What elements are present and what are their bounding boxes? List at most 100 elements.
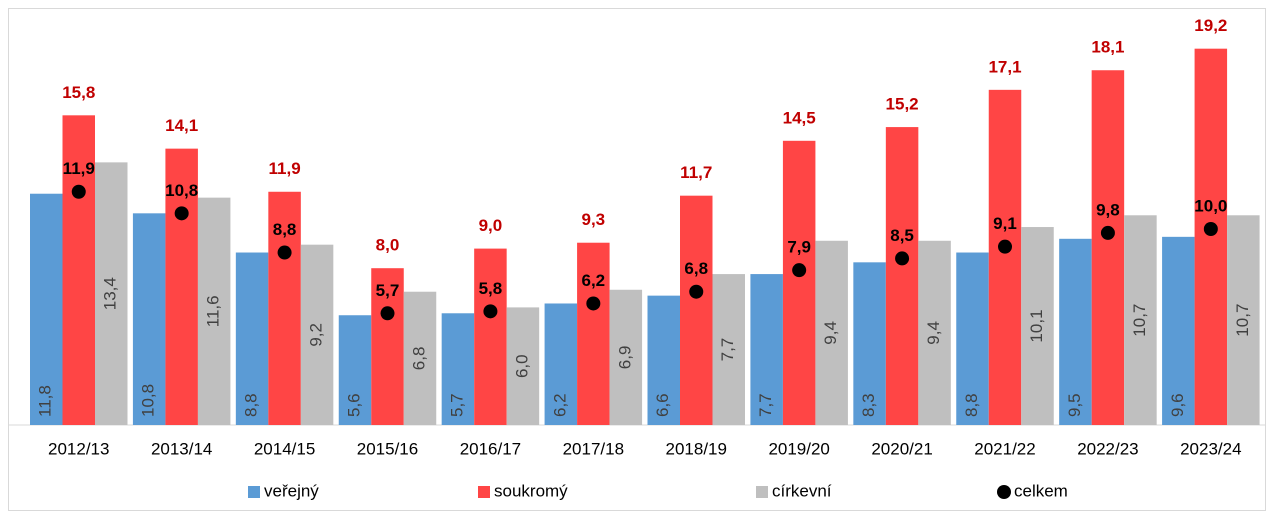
x-tick-label: 2013/14 (151, 439, 212, 458)
bar (371, 268, 404, 425)
value-label: 7,9 (787, 238, 811, 257)
value-label: 11,9 (63, 159, 95, 178)
dot (174, 206, 189, 221)
bar (956, 252, 989, 425)
value-label: 5,6 (344, 393, 363, 417)
bar (1194, 48, 1228, 426)
value-label: 13,4 (101, 277, 120, 310)
bar (300, 244, 334, 425)
value-label: 11,6 (204, 295, 223, 327)
bar (30, 193, 63, 425)
value-label: 9,0 (479, 216, 503, 235)
value-label: 10,7 (1233, 304, 1252, 337)
value-label: 14,5 (783, 108, 816, 127)
value-label: 10,8 (139, 384, 158, 417)
bar (885, 127, 919, 425)
x-tick-label: 2015/16 (357, 439, 418, 458)
value-label: 6,0 (512, 354, 531, 378)
value-label: 11,7 (680, 163, 712, 182)
legend-label: veřejný (264, 481, 319, 500)
bar (1091, 70, 1125, 426)
dot (483, 304, 498, 319)
dot (895, 251, 910, 266)
bar (750, 274, 783, 425)
x-tick-label: 2021/22 (974, 439, 1035, 458)
value-label: 6,8 (684, 259, 708, 278)
value-label: 9,2 (307, 323, 326, 347)
x-tick-label: 2023/24 (1180, 439, 1241, 458)
value-label: 6,8 (409, 347, 428, 371)
bar (403, 291, 437, 425)
value-label: 6,2 (582, 271, 606, 290)
legend-marker (248, 486, 260, 498)
bar (647, 295, 680, 425)
bar (988, 89, 1022, 425)
dot (998, 239, 1012, 254)
bar (1059, 238, 1092, 425)
value-label: 10,7 (1130, 304, 1149, 337)
bar (609, 289, 643, 425)
value-label: 10,8 (165, 181, 198, 200)
x-tick-label: 2012/13 (48, 439, 109, 458)
value-label: 11,8 (36, 385, 55, 417)
value-label: 8,8 (962, 393, 981, 417)
value-label: 8,3 (859, 393, 878, 417)
bar (474, 248, 507, 425)
bar (1021, 227, 1054, 425)
bar (577, 242, 610, 425)
dot (792, 263, 807, 278)
bar (441, 313, 475, 425)
legend-label: soukromý (494, 481, 568, 500)
bar (853, 262, 886, 425)
value-label: 9,4 (924, 321, 943, 345)
bar (544, 303, 578, 425)
bar (268, 191, 301, 425)
value-label: 10,1 (1027, 309, 1046, 342)
x-tick-label: 2020/21 (871, 439, 932, 458)
value-label: 14,1 (165, 116, 198, 135)
bar (338, 315, 372, 425)
x-tick-label: 2017/18 (563, 439, 624, 458)
bar (918, 240, 951, 425)
bar (506, 307, 540, 425)
bar (95, 162, 128, 426)
value-label: 9,3 (582, 210, 606, 229)
value-label: 8,8 (273, 220, 297, 239)
value-label: 7,7 (756, 393, 775, 417)
bar (165, 148, 198, 425)
bar (235, 252, 269, 425)
bar (1162, 236, 1195, 425)
value-label: 8,0 (376, 236, 400, 255)
value-label: 9,6 (1168, 393, 1187, 417)
value-label: 15,8 (62, 83, 95, 102)
bar (712, 274, 745, 425)
bar (197, 197, 231, 425)
value-label: 5,7 (376, 281, 400, 300)
value-label: 8,8 (242, 393, 261, 417)
value-label: 9,5 (1065, 393, 1084, 417)
value-label: 17,1 (988, 57, 1021, 76)
value-label: 10,0 (1194, 196, 1227, 215)
x-tick-label: 2014/15 (254, 439, 315, 458)
value-label: 9,1 (993, 214, 1017, 233)
value-label: 19,2 (1194, 16, 1227, 35)
value-label: 6,2 (550, 393, 569, 417)
value-label: 15,2 (886, 95, 919, 114)
dot (689, 284, 704, 299)
value-label: 5,7 (447, 393, 466, 417)
x-tick-label: 2018/19 (666, 439, 727, 458)
legend-label: církevní (772, 481, 832, 500)
x-tick-label: 2019/20 (768, 439, 829, 458)
legend-marker (478, 486, 490, 498)
value-label: 18,1 (1091, 38, 1124, 57)
bar (132, 213, 166, 425)
legend-label: celkem (1014, 481, 1068, 500)
bar (1227, 215, 1260, 425)
value-label: 9,8 (1096, 200, 1120, 219)
x-tick-label: 2022/23 (1077, 439, 1138, 458)
dot (71, 184, 86, 199)
value-label: 6,6 (653, 393, 672, 417)
value-label: 8,5 (890, 226, 914, 245)
